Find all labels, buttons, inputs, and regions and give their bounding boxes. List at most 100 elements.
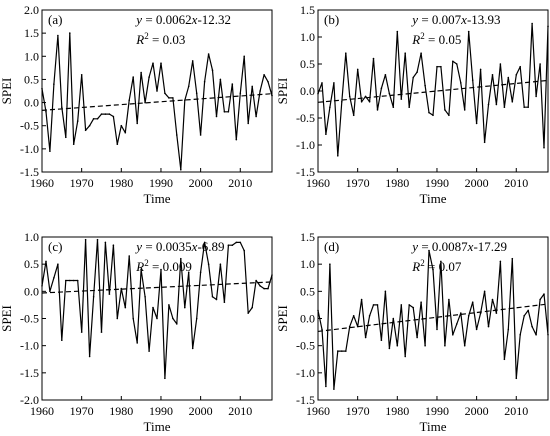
panel-b-data-point (364, 95, 367, 98)
panel-b-equation-part: = 0.007 (418, 12, 462, 27)
panel-a-r2-symbol: R (135, 32, 144, 47)
panel-c-data-point (239, 241, 242, 244)
panel-b-r2-value: = 0.05 (425, 32, 462, 47)
panel-b-label: (b) (324, 12, 339, 27)
panel-b-data-point (448, 114, 450, 117)
panel-d-data-point (333, 388, 335, 390)
panel-c-equation-part: -6.89 (197, 239, 224, 254)
panel-a-equation: y = 0.0062x-12.32 (134, 12, 231, 27)
panel-c-data-point (219, 263, 222, 266)
panel-c-data-point (76, 279, 79, 282)
panel-a-data-point (148, 76, 150, 78)
panel-a-r2-superscript: 2 (144, 31, 149, 41)
panel-a-data-point (187, 85, 190, 88)
panel-d-equation-part: -17.29 (473, 239, 507, 254)
panel-a-ytick-label: -0.5 (20, 119, 39, 133)
panel-c-data-point (45, 260, 47, 263)
panel-b-data-point (535, 95, 537, 98)
panel-d-data-point (452, 334, 454, 336)
panel-c-xlabel: Time (144, 419, 171, 434)
panel-c-xtick-label: 1960 (30, 404, 54, 418)
panel-a-data-point (231, 83, 234, 85)
panel-d-data-point (376, 304, 379, 306)
panel-b-data-point (333, 82, 335, 84)
panel-a-xtick-label: 1960 (30, 176, 54, 190)
panel-a-data-point (144, 101, 146, 104)
panel-d-xtick-label: 1970 (346, 404, 370, 418)
panel-d-equation: y = 0.0087x-17.29 (410, 239, 507, 254)
panel-a-data-point (195, 92, 198, 95)
panel-d-data-point (432, 268, 434, 271)
panel-a-data-point (140, 71, 142, 74)
panel-c-data-point (259, 285, 261, 287)
panel-c-data-point (184, 306, 186, 309)
panel-d-ytick-label: -1.5 (296, 393, 315, 407)
panel-d-r2: R2 = 0.07 (411, 258, 462, 274)
panel-d-data-point (511, 257, 514, 260)
panel-b-xtick-label: 2000 (465, 176, 489, 190)
panel-d-data-point (547, 334, 549, 336)
panel-a-data-point (247, 122, 249, 125)
panel-d-data-point (428, 249, 430, 252)
panel-c-data-point (152, 306, 154, 309)
panel-d: -1.5 -1.0 -0.5 0.0 0.5 1.0 1.5 1960 1970 1980 1990… (275, 230, 549, 434)
panel-b-equation: y = 0.007x-13.93 (410, 12, 500, 27)
panel-a-ytick-label: 0.5 (24, 72, 39, 86)
panel-b-xtick-label: 1960 (306, 176, 330, 190)
panel-d-data-point (337, 350, 339, 352)
panel-d-equation-part: x (467, 239, 474, 254)
panel-d-data-point (317, 309, 319, 312)
panel-b-data-point (412, 76, 415, 79)
panel-b-ytick-label: -1.0 (296, 138, 315, 152)
panel-d-r2-symbol: R (411, 259, 420, 274)
panel-d-data-point (388, 347, 391, 350)
panel-b-data-point (384, 74, 387, 76)
panel-a-data-point (211, 69, 214, 71)
panel-b-ytick-label: -0.5 (296, 111, 315, 125)
panel-c-data-point (211, 296, 214, 298)
panel-b-data-point (519, 65, 521, 68)
panel-b-data-point (388, 92, 391, 95)
panel-b-data-point (527, 106, 529, 108)
panel-c-data-point (69, 279, 71, 282)
panel-a-data-point (88, 124, 91, 127)
panel-b-data-point (337, 155, 339, 157)
panel-d-data-point (416, 336, 418, 339)
panel-a-xtick-label: 1970 (70, 176, 94, 190)
panel-b-r2-superscript: 2 (420, 31, 425, 41)
panel-c-data-point (235, 241, 238, 244)
panel-d-data-point (503, 358, 506, 361)
panel-a: -1.5 -1.0 -0.5 0.0 0.5 1.0 1.5 2.0 1960 1970 1980 1… (0, 3, 273, 206)
panel-d-r2-value: = 0.07 (425, 259, 462, 274)
panel-a-xtick-label: 2000 (189, 176, 213, 190)
panel-d-data-point (360, 298, 363, 301)
panel-c-xtick-label: 1980 (109, 404, 133, 418)
panel-a-data-point (203, 80, 206, 83)
panel-c-data-point (116, 317, 119, 320)
panel-c-ytick-label: 0.5 (24, 257, 39, 271)
panel-c-data-point (168, 304, 170, 306)
panel-c-data-point (128, 255, 130, 257)
panel-b-data-point (495, 103, 498, 106)
panel-a-data-point (132, 76, 134, 78)
panel-c-data-point (160, 268, 162, 271)
panel-a-data-point (69, 32, 71, 34)
panel-c-data-point (263, 287, 265, 290)
panel-c-data-point (199, 271, 202, 274)
panel-b-ytick-label: -1.5 (296, 165, 315, 179)
panel-d-ytick-label: -0.5 (296, 339, 315, 353)
panel-a-ylabel: SPEI (0, 78, 14, 105)
panel-c-data-point (191, 347, 194, 350)
panel-d-data-point (479, 312, 482, 314)
panel-a-data-point (215, 115, 218, 118)
panel-b-ytick-label: 0.0 (300, 84, 315, 98)
panel-b-data-point (356, 68, 359, 71)
panel-c-data-point (72, 279, 75, 282)
panel-c-label: (c) (48, 239, 62, 254)
panel-b-data-point (440, 65, 442, 68)
panel-b-data-point (543, 146, 545, 149)
panel-b-data-point (479, 68, 482, 71)
panel-a-ytick-label: 2.0 (24, 3, 39, 17)
panel-b-data-point (444, 109, 446, 111)
panel-d-xtick-label: 1980 (385, 404, 409, 418)
